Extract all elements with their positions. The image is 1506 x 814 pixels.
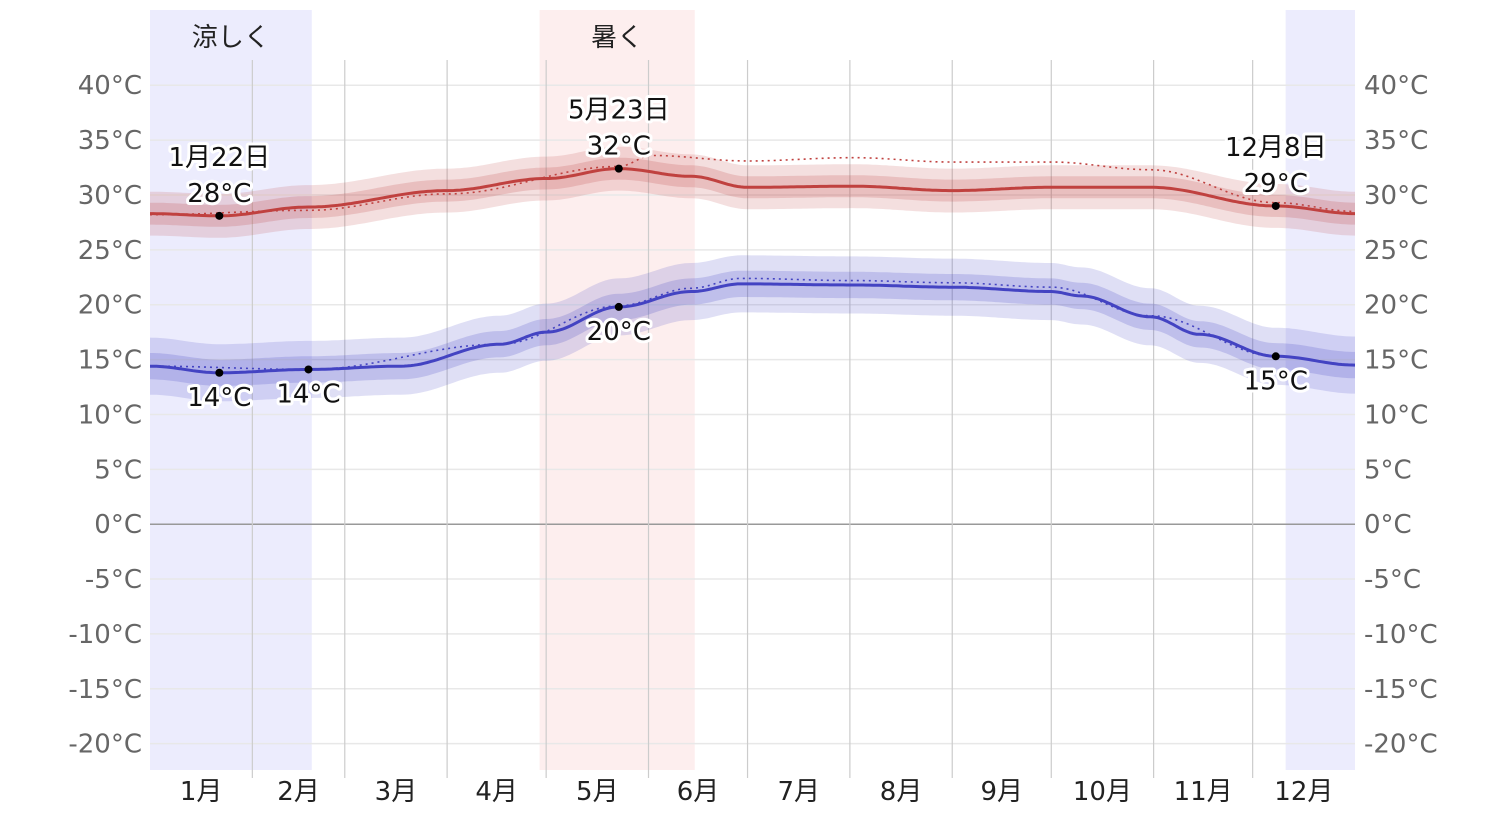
ytick-left: -20°C: [68, 730, 142, 760]
high-line: [150, 167, 1355, 218]
month-label: 9月: [980, 777, 1023, 807]
month-label: 1月: [180, 777, 223, 807]
ytick-right: 20°C: [1364, 291, 1428, 321]
annotations: 28°C 1月22日 32°C 5月23日 29°C 12月8日 14°C 14°C 20°C 1…: [166, 93, 1330, 416]
month-label: 11月: [1174, 777, 1233, 807]
ytick-left: 35°C: [78, 126, 142, 156]
ytick-right: 10°C: [1364, 400, 1428, 430]
ytick-right: 30°C: [1364, 181, 1428, 211]
season-band-cool: [150, 10, 312, 770]
month-label: 7月: [777, 777, 820, 807]
annotation-point: [1271, 201, 1280, 210]
annotation-point: [614, 164, 623, 173]
ytick-right: -20°C: [1364, 730, 1438, 760]
annotation-temp: 32°C: [587, 132, 651, 162]
ytick-left: 5°C: [94, 455, 142, 485]
annotation-point: [215, 211, 224, 220]
season-bands: 涼しく 暑く: [150, 10, 1355, 770]
ytick-left: 25°C: [78, 236, 142, 266]
ytick-left: 30°C: [78, 181, 142, 211]
low-band-inner: [150, 270, 1355, 386]
ytick-right: 15°C: [1364, 346, 1428, 376]
annotation-date: 12月8日: [1225, 133, 1327, 163]
season-band-cool: [1285, 10, 1355, 770]
annotation-date: 1月22日: [169, 143, 271, 173]
ytick-right: 0°C: [1364, 510, 1412, 540]
annotation-temp: 29°C: [1244, 169, 1308, 199]
annotation-date: 5月23日: [568, 96, 670, 126]
series: [150, 146, 1356, 402]
month-label: 10月: [1073, 777, 1132, 807]
annotation-point: [215, 368, 224, 377]
month-label: 12月: [1274, 777, 1333, 807]
season-label: 涼しく: [192, 23, 270, 53]
grid: [150, 60, 1355, 778]
month-label: 2月: [277, 777, 320, 807]
annotation-point: [614, 302, 623, 311]
axes: 40°C 40°C 35°C 35°C 30°C 30°C 25°C 25°C 20°C 20°C…: [68, 71, 1437, 807]
annotation-temp: 20°C: [587, 317, 651, 347]
month-label: 3月: [375, 777, 418, 807]
ytick-right: 40°C: [1364, 71, 1428, 101]
annotation-point: [304, 365, 313, 374]
month-label: 4月: [475, 777, 518, 807]
ytick-right: 5°C: [1364, 455, 1412, 485]
month-label: 6月: [677, 777, 720, 807]
ytick-left: 10°C: [78, 400, 142, 430]
ytick-left: 20°C: [78, 291, 142, 321]
high-band-inner: [150, 157, 1355, 227]
ytick-left: -10°C: [68, 620, 142, 650]
ytick-right: -10°C: [1364, 620, 1438, 650]
season-label: 暑く: [591, 23, 643, 53]
ytick-left: 40°C: [78, 71, 142, 101]
season-band-hot: [539, 10, 695, 770]
high-band-outer: [150, 146, 1355, 238]
low-line: [150, 282, 1356, 375]
annotation-temp: 14°C: [187, 383, 251, 413]
ytick-left: 0°C: [94, 510, 142, 540]
ytick-right: 35°C: [1364, 126, 1428, 156]
month-label: 8月: [880, 777, 923, 807]
ytick-right: -15°C: [1364, 675, 1438, 705]
ytick-left: 15°C: [78, 346, 142, 376]
ytick-left: -15°C: [68, 675, 142, 705]
annotation-temp: 15°C: [1244, 366, 1308, 396]
ytick-left: -5°C: [85, 565, 142, 595]
month-label: 5月: [576, 777, 619, 807]
ytick-right: 25°C: [1364, 236, 1428, 266]
annotation-temp: 28°C: [187, 179, 251, 209]
ytick-right: -5°C: [1364, 565, 1421, 595]
annotation-point: [1271, 352, 1280, 361]
annotation-temp: 14°C: [276, 379, 340, 409]
